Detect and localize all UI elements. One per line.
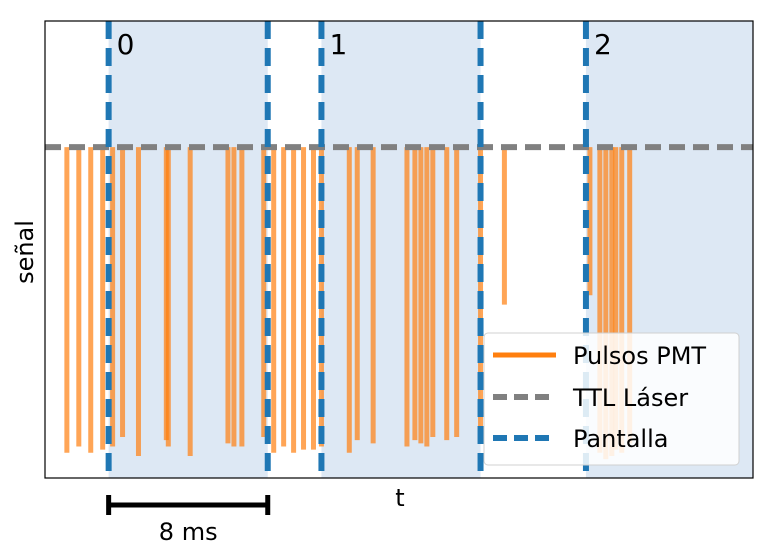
scale-bar <box>106 495 271 515</box>
plot-frame <box>44 20 754 479</box>
legend: Pulsos PMT TTL Láser Pantalla <box>483 332 740 466</box>
pantalla-marker-label-0: 0 <box>117 28 135 61</box>
legend-label-pulsos-pmt: Pulsos PMT <box>573 342 706 370</box>
x-axis-label: t <box>395 484 404 512</box>
pantalla-marker-labels: 0 1 2 <box>117 28 612 61</box>
pantalla-marker-label-2: 1 <box>329 28 347 61</box>
legend-box <box>483 332 740 466</box>
pantalla-marker-label-4: 2 <box>594 28 612 61</box>
legend-label-ttl-laser: TTL Láser <box>572 384 688 412</box>
scale-bar-label: 8 ms <box>159 518 218 546</box>
y-axis-label: señal <box>11 220 39 284</box>
legend-label-pantalla: Pantalla <box>573 425 668 453</box>
